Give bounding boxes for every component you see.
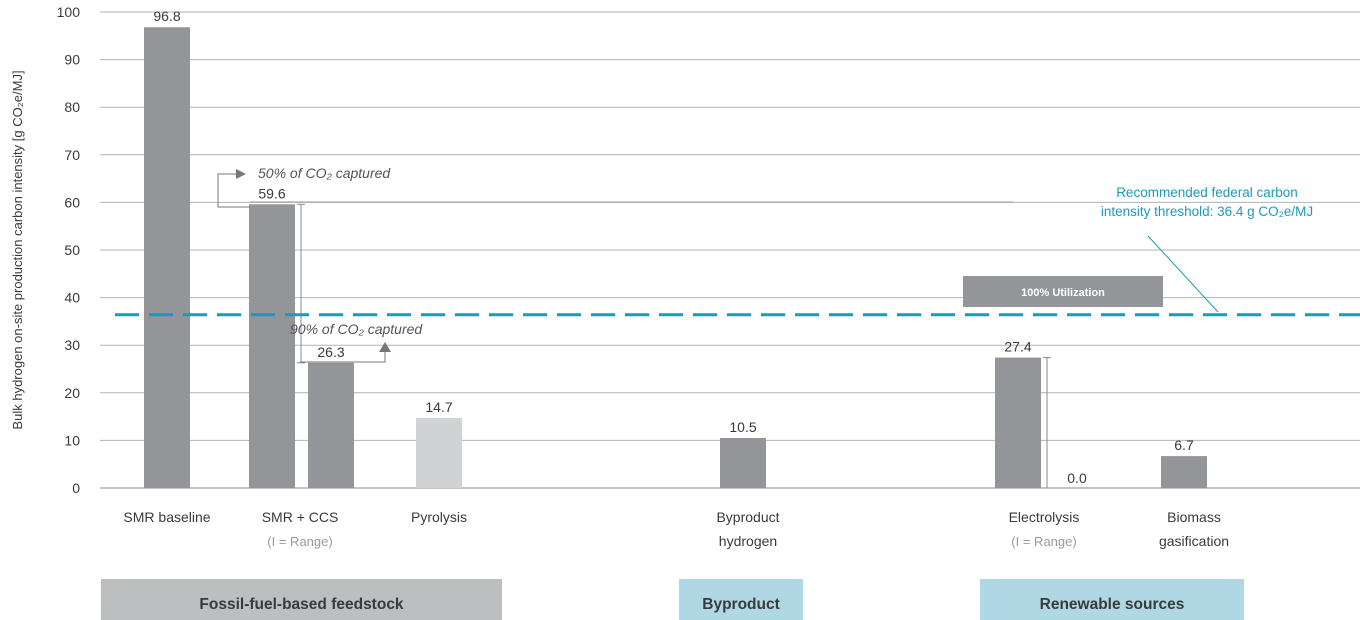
bar-0	[144, 27, 190, 489]
value-label-7: 6.7	[1174, 437, 1194, 453]
category-labels: SMR baseline SMR + CCS (I = Range) Pyrolysi…	[123, 509, 1229, 549]
bar-5	[995, 357, 1041, 488]
value-label-1: 59.6	[258, 185, 285, 201]
category-label-1: SMR + CCS	[262, 509, 339, 525]
value-labels: 96.8 59.6 26.3 14.7 10.5 27.4 0.0 6.7	[153, 8, 1194, 486]
y-tick-30: 30	[64, 337, 80, 353]
value-label-6: 0.0	[1067, 470, 1087, 486]
value-label-2: 26.3	[317, 344, 344, 360]
bar-7	[1161, 456, 1207, 488]
y-tick-100: 100	[57, 4, 81, 20]
threshold-label-line2: intensity threshold: 36.4 g CO₂e/MJ	[1101, 204, 1313, 219]
category-sublabel-4: (I = Range)	[1011, 534, 1076, 549]
capture-50-label: 50% of CO₂ captured	[258, 165, 391, 181]
threshold-callout-line	[1147, 235, 1219, 313]
value-label-0: 96.8	[153, 8, 180, 24]
category-label-3: Byproduct	[716, 509, 779, 525]
range-bars	[297, 203, 1051, 489]
group-box-0	[101, 579, 502, 620]
capture-50-annotation: 50% of CO₂ captured	[217, 165, 391, 208]
y-tick-60: 60	[64, 194, 80, 210]
y-tick-10: 10	[64, 432, 80, 448]
utilization-label: 100% Utilization	[1021, 287, 1105, 299]
group-label-0: Fossil-fuel-based feedstock	[199, 596, 404, 613]
y-tick-90: 90	[64, 52, 80, 68]
y-tick-70: 70	[64, 147, 80, 163]
category-sublabel-1: (I = Range)	[267, 534, 332, 549]
threshold-label-line1: Recommended federal carbon	[1116, 185, 1298, 200]
category-label-0: SMR baseline	[123, 509, 210, 525]
category-sublabel-3: hydrogen	[719, 533, 777, 549]
category-label-2: Pyrolysis	[411, 509, 467, 525]
value-label-4: 10.5	[729, 419, 756, 435]
group-box-2	[980, 579, 1244, 620]
category-label-4: Electrolysis	[1009, 509, 1080, 525]
category-label-5: Biomass	[1167, 509, 1221, 525]
group-label-1: Byproduct	[702, 596, 780, 613]
y-axis-label: Bulk hydrogen on-site production carbon …	[10, 70, 25, 429]
y-axis-ticks: 0 10 20 30 40 50 60 70 80 90 100	[57, 4, 81, 496]
bar-4	[720, 438, 766, 488]
y-tick-50: 50	[64, 242, 80, 258]
capture-90-label: 90% of CO₂ captured	[290, 321, 423, 337]
utilization-box: 100% Utilization	[963, 276, 1163, 307]
y-tick-40: 40	[64, 290, 80, 306]
group-label-2: Renewable sources	[1040, 596, 1185, 613]
bar-1	[249, 204, 295, 488]
bar-2	[308, 362, 354, 488]
y-tick-20: 20	[64, 385, 80, 401]
bars	[144, 27, 1207, 489]
y-tick-80: 80	[64, 99, 80, 115]
y-tick-0: 0	[72, 480, 80, 496]
group-box-1	[679, 579, 803, 620]
capture-90-annotation: 90% of CO₂ captured	[290, 321, 423, 363]
value-label-3: 14.7	[425, 399, 452, 415]
value-label-5: 27.4	[1004, 339, 1031, 355]
category-sublabel-5: gasification	[1159, 533, 1229, 549]
bar-3	[416, 418, 462, 488]
group-boxes: Fossil-fuel-based feedstock Byproduct Rene…	[101, 579, 1244, 620]
